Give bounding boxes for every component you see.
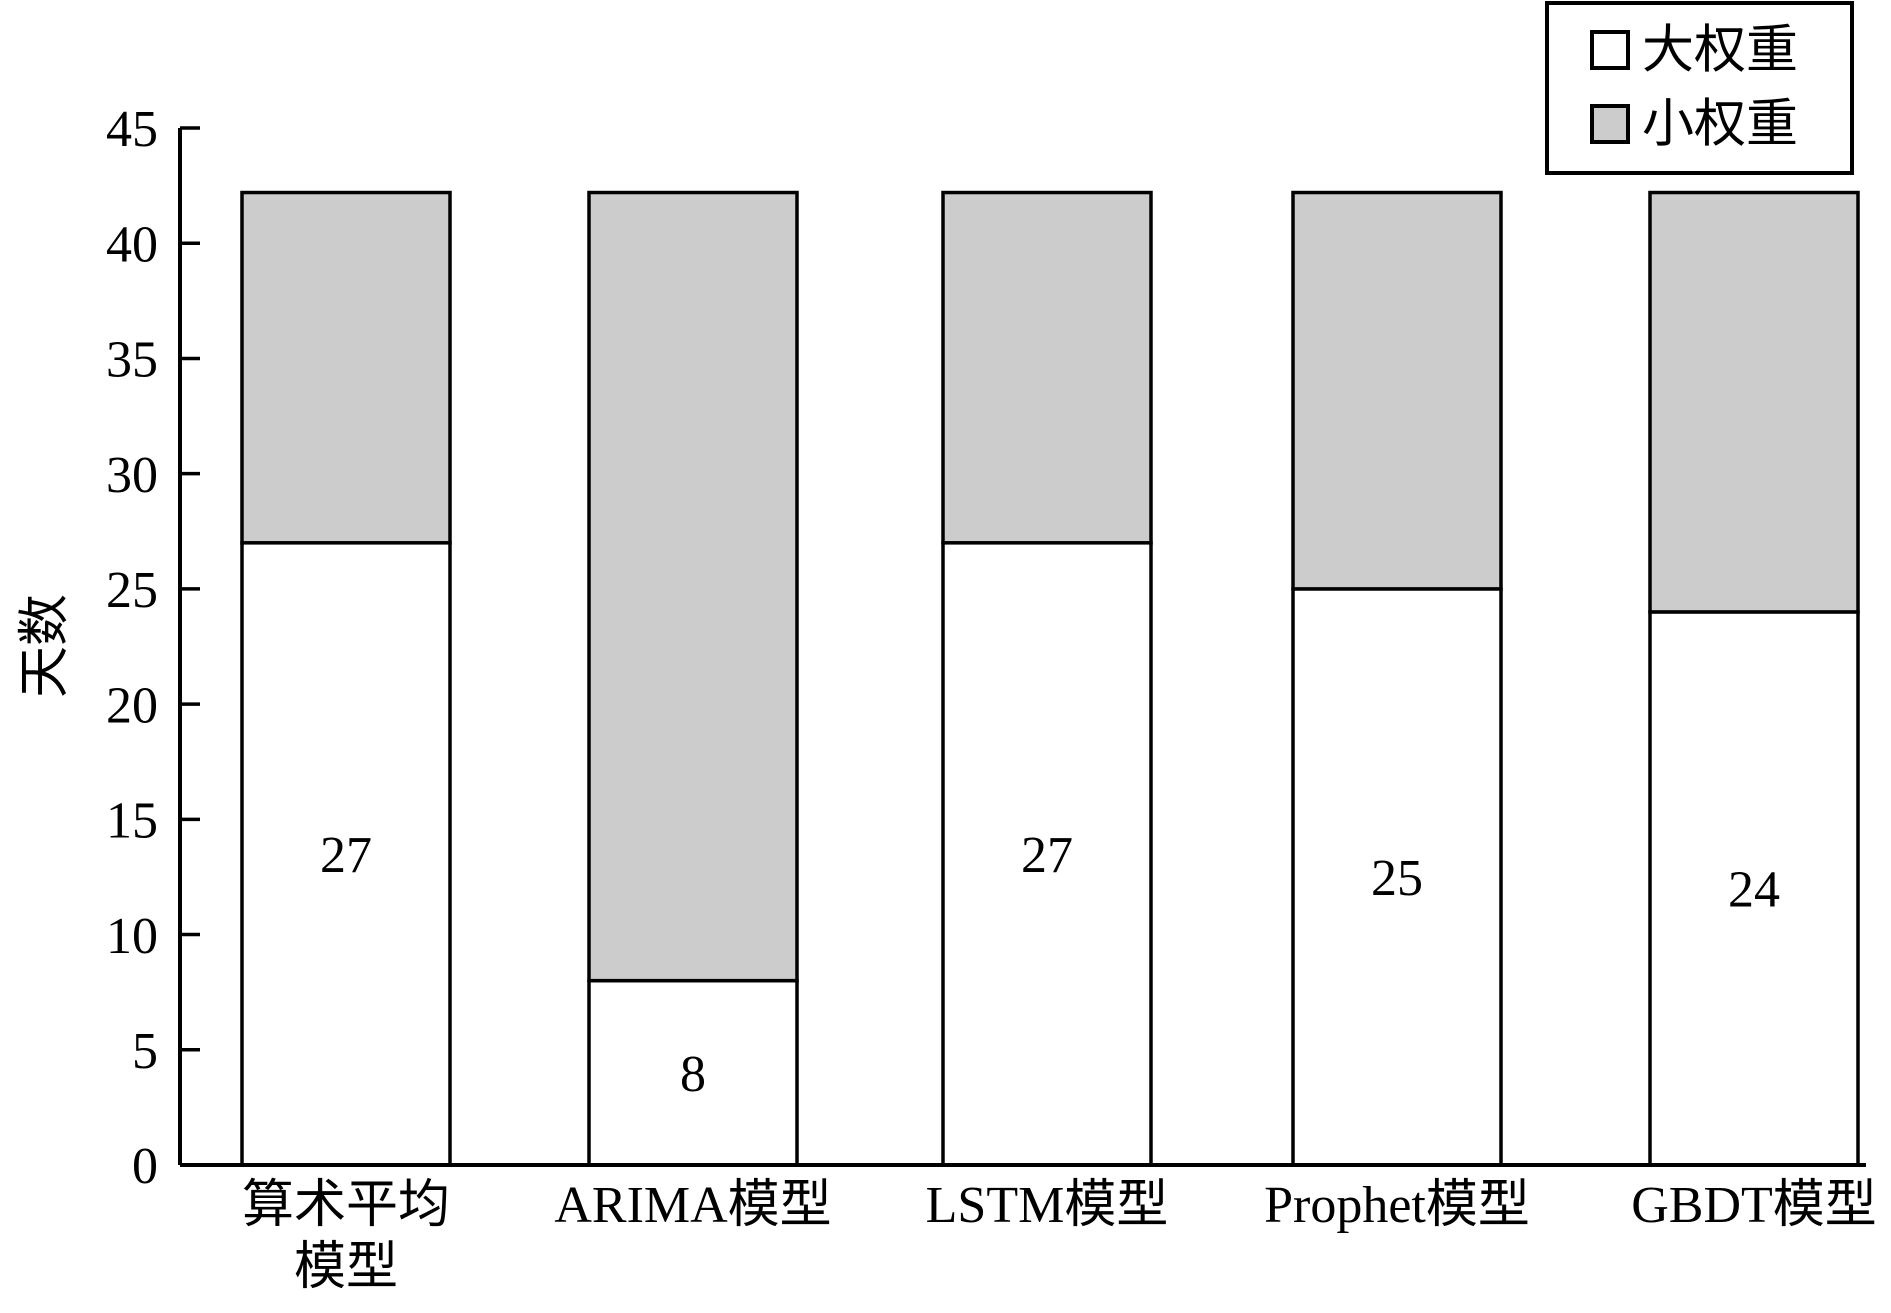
bar-segment-large-weight-3 xyxy=(1291,587,1503,1167)
legend-box xyxy=(1545,1,1854,175)
bar-segment-small-weight-2 xyxy=(941,190,1153,545)
bar-segment-large-weight-4 xyxy=(1648,610,1860,1167)
bars-layer xyxy=(240,190,1860,1167)
y-tick-label-1: 5 xyxy=(132,1023,158,1080)
y-tick-label-2: 10 xyxy=(106,908,158,965)
data-labels-layer: 27 8 27 25 24 xyxy=(320,827,1780,1103)
x-tick-label-0-line-1: 模型 xyxy=(294,1239,398,1296)
x-tick-label-0-line-0: 算术平均 xyxy=(242,1177,450,1234)
bar-segment-small-weight-3 xyxy=(1291,190,1503,591)
x-tick-label-3: Prophet模型 xyxy=(1264,1177,1530,1234)
bar-segment-small-weight-1 xyxy=(587,190,799,983)
data-label-4: 24 xyxy=(1728,862,1780,919)
y-tick-label-8: 40 xyxy=(106,216,158,273)
bar-segment-small-weight-4 xyxy=(1648,190,1860,614)
y-tick-label-6: 30 xyxy=(106,447,158,504)
data-label-0: 27 xyxy=(320,827,372,884)
data-label-2: 27 xyxy=(1021,827,1073,884)
data-label-1: 8 xyxy=(680,1046,706,1103)
y-tick-label-4: 20 xyxy=(106,677,158,734)
bar-segment-small-weight-0 xyxy=(240,190,452,545)
x-tick-label-2: LSTM模型 xyxy=(926,1177,1169,1234)
y-tick-label-7: 35 xyxy=(106,332,158,389)
bar-segment-large-weight-1 xyxy=(587,978,799,1167)
x-tick-label-4: GBDT模型 xyxy=(1631,1177,1877,1234)
legend-label-1: 小权重 xyxy=(1642,97,1798,154)
data-label-3: 25 xyxy=(1371,850,1423,907)
legend-swatch-1 xyxy=(1590,104,1630,144)
legend-swatch-0 xyxy=(1590,30,1630,70)
y-tick-label-3: 15 xyxy=(106,793,158,850)
y-tick-label-9: 45 xyxy=(106,101,158,158)
y-axis-title: 天数 xyxy=(17,594,74,698)
bar-segment-large-weight-0 xyxy=(240,541,452,1167)
legend-label-0: 大权重 xyxy=(1642,23,1798,80)
y-tick-label-5: 25 xyxy=(106,562,158,619)
y-tick-label-0: 0 xyxy=(132,1138,158,1195)
x-tick-label-1: ARIMA模型 xyxy=(554,1177,831,1234)
